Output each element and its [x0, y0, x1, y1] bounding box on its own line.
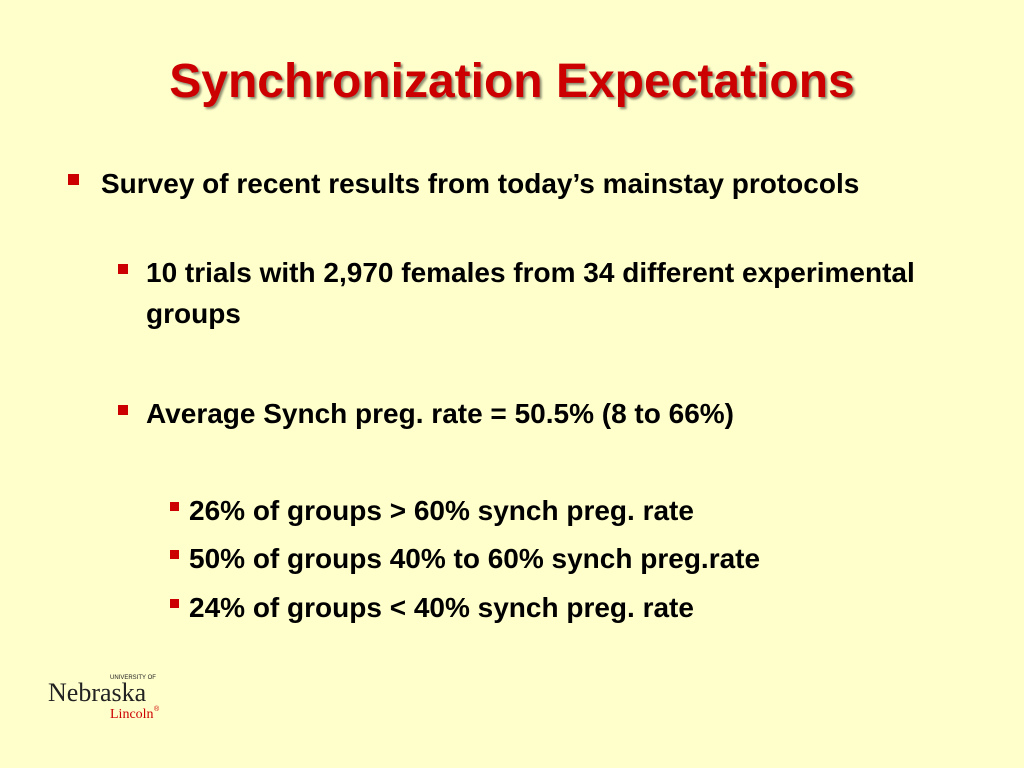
bullet-text: 50% of groups 40% to 60% synch preg.rate — [189, 543, 761, 574]
bullet-text: 26% of groups > 60% synch preg. rate — [189, 495, 694, 526]
logo-nebraska: Nebraska — [48, 678, 147, 707]
bullet-level2-trials: 10 trials with 2,970 females from 34 dif… — [118, 252, 918, 334]
slide-title: Synchronization Expectations — [169, 55, 855, 108]
bullet-level2-average: Average Synch preg. rate = 50.5% (8 to 6… — [118, 393, 918, 434]
bullet-level3-over-60: 26% of groups > 60% synch preg. rate — [170, 490, 950, 531]
square-bullet-icon — [170, 550, 179, 559]
nebraska-logo: UNIVERSITY OF Nebraska Lincoln ® — [48, 675, 160, 722]
logo-university-of: UNIVERSITY OF — [110, 675, 156, 681]
bullet-level3-under-40: 24% of groups < 40% synch preg. rate — [170, 587, 950, 628]
logo-lincoln: Lincoln — [110, 707, 154, 722]
bullet-text: Survey of recent results from today’s ma… — [101, 168, 860, 199]
square-bullet-icon — [118, 264, 128, 274]
square-bullet-icon — [68, 174, 79, 185]
bullet-level3-40-to-60: 50% of groups 40% to 60% synch preg.rate — [170, 538, 950, 579]
bullet-text: 10 trials with 2,970 females from 34 dif… — [146, 257, 915, 329]
square-bullet-icon — [170, 502, 179, 511]
square-bullet-icon — [118, 405, 128, 415]
bullet-text: Average Synch preg. rate = 50.5% (8 to 6… — [146, 398, 734, 429]
logo-registered-mark: ® — [154, 705, 160, 713]
bullet-text: 24% of groups < 40% synch preg. rate — [189, 592, 694, 623]
square-bullet-icon — [170, 599, 179, 608]
bullet-level1-survey: Survey of recent results from today’s ma… — [68, 163, 908, 204]
